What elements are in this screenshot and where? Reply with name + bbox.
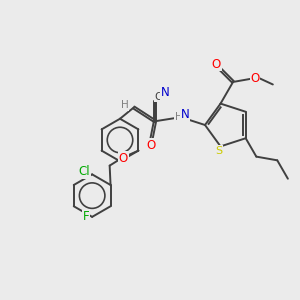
Text: S: S [216,146,223,156]
Text: O: O [147,139,156,152]
Text: O: O [212,58,221,70]
Text: O: O [119,152,128,165]
Text: H: H [121,100,129,110]
Text: N: N [181,109,189,122]
Text: H: H [175,112,183,122]
Text: Cl: Cl [79,165,91,178]
Text: F: F [82,210,89,224]
Text: C: C [154,92,162,102]
Text: N: N [160,86,169,99]
Text: O: O [250,71,260,85]
